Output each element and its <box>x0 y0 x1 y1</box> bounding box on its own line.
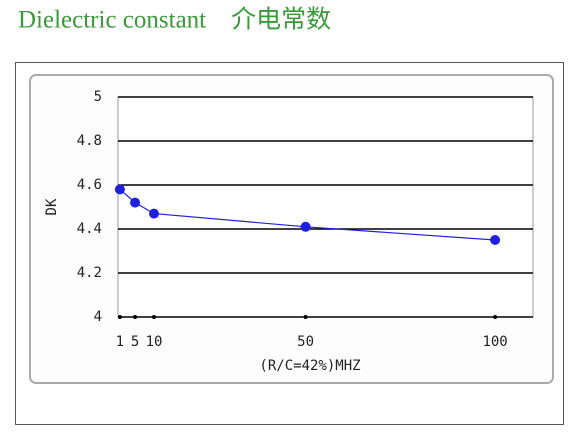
marker <box>300 221 311 232</box>
x-axis-label: (R/C=42%)MHZ <box>259 358 360 374</box>
plot-area <box>117 96 534 318</box>
x-tick-mark <box>303 315 308 319</box>
marker <box>490 235 501 245</box>
x-tick-label: 5 <box>131 334 139 350</box>
chart-title: Dielectric constant 介电常数 <box>18 6 331 34</box>
y-tick-label: 5 <box>94 89 102 105</box>
y-tick-label: 4.2 <box>77 265 102 281</box>
y-tick-label: 4 <box>94 309 102 325</box>
x-tick-label: 50 <box>297 334 314 350</box>
marker <box>149 208 160 219</box>
x-tick-mark <box>493 315 498 319</box>
y-tick-label: 4.4 <box>77 221 102 237</box>
x-tick-mark <box>152 315 157 319</box>
marker <box>130 197 141 208</box>
y-axis-label: DK <box>44 198 60 215</box>
x-tick-label: 1 <box>116 334 124 350</box>
x-tick-label: 100 <box>482 334 507 350</box>
y-tick-label: 4.6 <box>77 177 102 193</box>
marker <box>114 184 125 195</box>
y-tick-label: 4.8 <box>77 133 102 149</box>
x-tick-mark <box>133 315 138 319</box>
x-tick-mark <box>117 315 122 319</box>
x-tick-label: 10 <box>146 334 163 350</box>
